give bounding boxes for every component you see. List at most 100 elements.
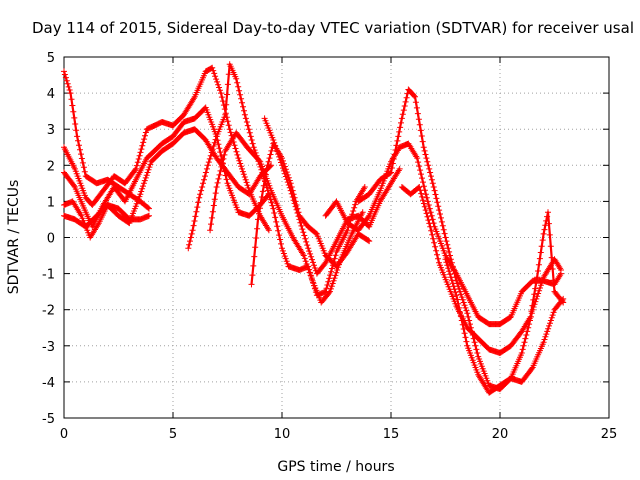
data-point: [199, 184, 206, 190]
data-point: [146, 164, 153, 171]
data-point: [433, 247, 440, 254]
data-point: [279, 245, 285, 252]
data-point: [224, 81, 231, 88]
data-point: [401, 103, 408, 109]
data-point: [250, 144, 257, 151]
data-point: [256, 210, 262, 217]
data-point: [429, 180, 436, 187]
data-point: [327, 288, 333, 295]
data-point: [235, 83, 242, 90]
data-point: [521, 339, 528, 346]
data-point: [208, 214, 215, 221]
data-point: [272, 142, 279, 149]
series-10: [322, 140, 564, 328]
data-point: [448, 277, 455, 284]
data-point: [260, 182, 267, 189]
data-point: [430, 184, 437, 190]
data-point: [365, 237, 372, 244]
data-point: [435, 255, 441, 262]
data-point: [238, 163, 245, 170]
data-point: [394, 137, 401, 144]
data-point: [189, 227, 196, 234]
data-point: [558, 267, 564, 273]
data-point: [243, 179, 250, 186]
data-point: [308, 275, 315, 281]
data-point: [262, 171, 269, 178]
data-point: [546, 231, 553, 238]
data-point: [195, 199, 202, 206]
data-point: [233, 75, 240, 82]
data-point: [417, 127, 424, 134]
data-point: [538, 243, 545, 250]
data-point: [431, 239, 438, 246]
data-point: [446, 248, 453, 255]
data-point: [473, 346, 480, 353]
data-point: [306, 248, 313, 255]
data-point: [66, 87, 73, 93]
data-point: [140, 139, 147, 146]
data-point: [535, 268, 541, 274]
data-point: [419, 193, 426, 200]
data-point: [282, 173, 289, 180]
data-point: [547, 320, 553, 327]
data-point: [78, 151, 84, 158]
data-point: [537, 285, 543, 291]
data-point: [328, 268, 335, 275]
data-point: [426, 220, 433, 227]
data-point: [333, 269, 340, 276]
data-point: [213, 76, 220, 83]
data-point: [439, 222, 446, 229]
data-point: [539, 276, 546, 283]
data-point: [210, 202, 217, 209]
data-point: [366, 238, 373, 245]
data-point: [187, 238, 193, 245]
y-tick-label: -2: [42, 304, 55, 319]
data-point: [438, 218, 445, 225]
data-point: [302, 235, 309, 242]
data-point: [234, 79, 241, 86]
data-point: [216, 171, 223, 178]
data-point: [132, 167, 138, 174]
data-point: [465, 313, 472, 320]
data-point: [474, 350, 481, 356]
data-point: [533, 279, 540, 286]
data-point: [307, 250, 314, 257]
data-point: [218, 94, 225, 101]
data-point: [412, 93, 418, 100]
data-point: [211, 139, 218, 146]
data-point: [263, 165, 270, 172]
data-point: [64, 80, 71, 87]
data-point: [215, 175, 222, 182]
data-point: [420, 183, 427, 190]
data-point: [549, 312, 556, 319]
data-point: [65, 83, 72, 90]
data-point: [143, 172, 150, 179]
data-point: [81, 168, 88, 175]
data-point: [301, 232, 308, 239]
data-point: [138, 146, 145, 153]
data-point: [520, 342, 527, 349]
data-point: [270, 205, 277, 212]
y-tick-label: -3: [42, 340, 55, 355]
data-point: [414, 110, 421, 117]
data-point: [352, 201, 359, 208]
data-point: [420, 179, 426, 186]
data-point: [144, 169, 151, 176]
data-point: [248, 137, 255, 143]
data-point: [541, 226, 548, 233]
data-point: [399, 111, 406, 118]
data-point: [203, 165, 210, 172]
data-point: [257, 205, 263, 212]
series-1: [61, 68, 152, 212]
series-12: [398, 184, 567, 356]
data-point: [430, 235, 437, 242]
data-point: [63, 77, 70, 84]
series-11: [355, 86, 564, 393]
data-point: [207, 227, 214, 234]
data-point: [420, 200, 427, 207]
y-tick-label: 1: [47, 195, 55, 210]
data-point: [434, 199, 441, 206]
data-point: [464, 310, 471, 317]
data-point: [132, 165, 139, 172]
data-point: [307, 272, 314, 279]
